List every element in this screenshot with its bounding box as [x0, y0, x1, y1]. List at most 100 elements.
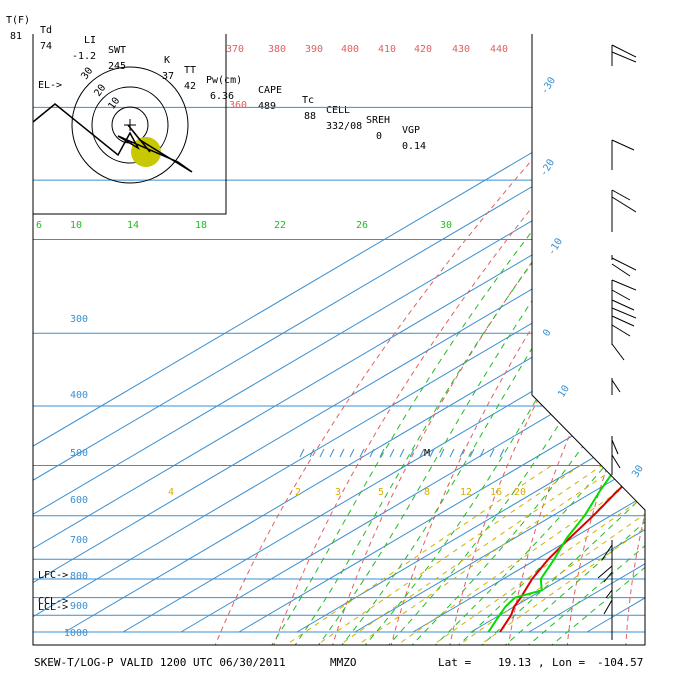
- theta-label: 440: [490, 44, 508, 55]
- idx-value: 6.36: [210, 91, 235, 102]
- plot-frame: [32, 34, 646, 646]
- footer-title: SKEW-T/LOG-P VALID 1200 UTC 06/30/2011: [34, 656, 286, 669]
- dewpoint-profile: [487, 34, 645, 633]
- idx-label: T(F): [6, 15, 31, 26]
- dry-adiabat-line: [390, 34, 645, 645]
- thetae-label: 6: [36, 220, 42, 231]
- wind-barb: [611, 307, 637, 319]
- isotherm-line: [470, 34, 645, 633]
- dry-adiabat-line: [272, 34, 645, 645]
- wind-barb: [611, 279, 637, 291]
- wind-barb: [601, 544, 613, 561]
- index-labels-row: T(F) Td LI SWT K TT Pw(cm) CAPE Tc CELL …: [6, 6, 426, 136]
- dry-adiabat-line: [507, 34, 645, 645]
- idx-value: 42: [184, 81, 197, 92]
- index-values-row: 81 74 -1.2 245 37 42 6.36 489 88 332/08 …: [6, 22, 426, 152]
- mixing-ratio-line: [392, 465, 645, 645]
- moist-adiabat-line: [548, 34, 645, 645]
- mixing-ratio-label: 20: [514, 487, 526, 498]
- pressure-label: 400: [70, 390, 88, 401]
- isotherm-label: 10: [556, 384, 572, 400]
- theta-label: 430: [452, 44, 470, 55]
- wind-barb: [611, 315, 635, 327]
- mixing-ratio-line: [454, 465, 645, 645]
- hatch-mark: [489, 448, 495, 458]
- level-marker: CCL->: [38, 596, 68, 607]
- isotherm-line: [33, 34, 645, 633]
- dry-adiabat-line: [331, 34, 645, 645]
- wind-barb: [597, 565, 613, 579]
- wind-barb: [605, 589, 613, 599]
- wind-barb: [611, 289, 631, 301]
- moist-adiabat-line: [408, 34, 645, 645]
- wind-barb: [611, 257, 637, 271]
- hatch-mark: [479, 448, 485, 458]
- idx-value: 81: [10, 31, 23, 42]
- hatch-mark: [409, 448, 415, 458]
- melting-level-marker: M: [424, 448, 430, 459]
- mixing-ratio-line: [312, 465, 581, 645]
- idx-value: 245: [108, 61, 127, 72]
- dry-adiabat-line: [448, 34, 645, 645]
- wind-barb: [611, 379, 621, 393]
- footer-lat-label: Lat =: [438, 656, 472, 669]
- mixing-ratio-label: 4: [168, 487, 174, 498]
- thetae-label: 14: [127, 220, 139, 231]
- mixing-ratio-line: [475, 465, 645, 645]
- moist-adiabat-line: [478, 34, 645, 645]
- isotherm-line: [122, 34, 645, 633]
- wind-barb: [603, 599, 613, 615]
- hodograph-ring-label: 20: [92, 83, 108, 99]
- isotherm-label: -20: [538, 157, 557, 178]
- moist-adiabat-line: [292, 34, 645, 645]
- mixing-ratio-line: [335, 465, 603, 645]
- footer-lon: -104.57: [597, 656, 644, 669]
- wind-barb: [611, 51, 637, 63]
- mixing-ratio-label: 12: [460, 487, 472, 498]
- idx-label: K: [164, 55, 171, 66]
- dry-adiabat-line: [566, 34, 645, 645]
- dry-adiabat-line: [213, 34, 645, 645]
- theta-label: 390: [305, 44, 323, 55]
- wind-barb: [611, 343, 625, 361]
- isotherm-line: [33, 34, 645, 633]
- hatch-mark: [329, 448, 335, 458]
- isotherm-label: 0: [541, 328, 554, 339]
- hatch-mark: [499, 448, 505, 458]
- dry-adiabat-line: [625, 34, 645, 645]
- hatch-mark: [299, 448, 305, 458]
- isotherm-line: [64, 34, 645, 633]
- hatch-mark: [419, 448, 425, 458]
- mixing-ratio-line: [353, 465, 620, 645]
- theta-label: 370: [226, 44, 244, 55]
- hodograph-box: [33, 34, 227, 215]
- isotherm-line: [180, 34, 645, 633]
- isotherm-line: [586, 34, 645, 633]
- hodograph-ring-label: 30: [79, 66, 95, 82]
- isotherm-line: [412, 34, 645, 633]
- wind-barb: [611, 263, 631, 277]
- isotherm-line: [238, 34, 645, 633]
- mixing-ratio-label: 3: [335, 487, 341, 498]
- moist-adiabat-line: [385, 34, 645, 645]
- hatch-mark: [309, 448, 315, 458]
- pressure-label: 500: [70, 448, 88, 459]
- mixing-ratio-line: [281, 465, 552, 645]
- idx-value: -1.2: [72, 51, 97, 62]
- idx-label: SWT: [108, 45, 127, 56]
- hodograph-ring: [91, 86, 169, 164]
- pressure-label: 900: [70, 601, 88, 612]
- hatch-mark: [399, 448, 405, 458]
- hodograph-ring: [71, 66, 189, 184]
- wind-barb: [611, 139, 635, 151]
- idx-label: SREH: [366, 115, 391, 126]
- mixing-ratio-label: 8: [424, 487, 430, 498]
- mixing-ratio-label: 5: [378, 487, 384, 498]
- moist-adiabat-line: [315, 34, 645, 645]
- hatch-mark: [379, 448, 385, 458]
- mixing-ratio-label: 16: [490, 487, 502, 498]
- hatch-mark: [429, 448, 435, 458]
- hatch-mark: [319, 448, 325, 458]
- isotherm-line: [33, 34, 645, 633]
